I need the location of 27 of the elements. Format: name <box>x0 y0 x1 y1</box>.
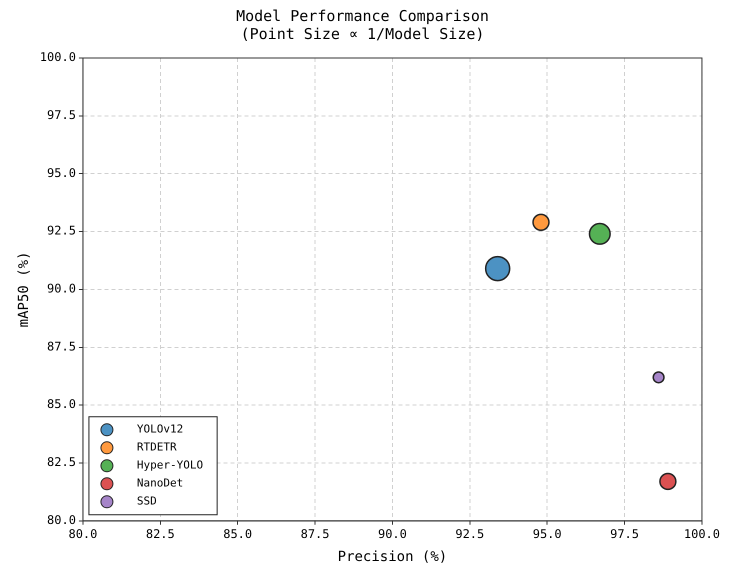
y-axis-title: mAP50 (%) <box>16 251 32 328</box>
chart-title: Model Performance Comparison <box>236 6 489 25</box>
x-tick-label: 95.0 <box>532 527 562 542</box>
y-tick-label: 87.5 <box>47 339 76 354</box>
x-tick-label: 90.0 <box>378 527 407 542</box>
chart-subtitle: (Point Size ∝ 1/Model Size) <box>240 24 484 43</box>
legend-label: NanoDet <box>136 476 184 490</box>
y-tick-label: 95.0 <box>47 166 76 180</box>
y-tick-label: 97.5 <box>47 108 76 122</box>
x-axis-title: Precision (%) <box>338 549 448 566</box>
y-tick-label: 80.0 <box>47 512 76 527</box>
y-tick-label: 90.0 <box>47 282 76 296</box>
x-tick-label: 100.0 <box>684 527 720 542</box>
y-tick-label: 100.0 <box>40 50 76 64</box>
x-tick-label: 87.5 <box>300 527 330 542</box>
legend-label: RTDETR <box>136 440 178 454</box>
x-tick-label: 82.5 <box>146 527 175 542</box>
legend-label: SSD <box>136 494 157 508</box>
legend-label: Hyper-YOLO <box>136 458 204 472</box>
legend-label: YOLOv12 <box>136 422 184 436</box>
x-tick-label: 97.5 <box>610 527 640 542</box>
x-tick-label: 85.0 <box>223 527 252 542</box>
y-tick-label: 82.5 <box>47 455 76 470</box>
x-tick-label: 80.0 <box>68 527 98 542</box>
y-tick-label: 92.5 <box>47 224 76 238</box>
x-tick-label: 92.5 <box>455 527 484 542</box>
y-tick-label: 85.0 <box>47 397 76 412</box>
